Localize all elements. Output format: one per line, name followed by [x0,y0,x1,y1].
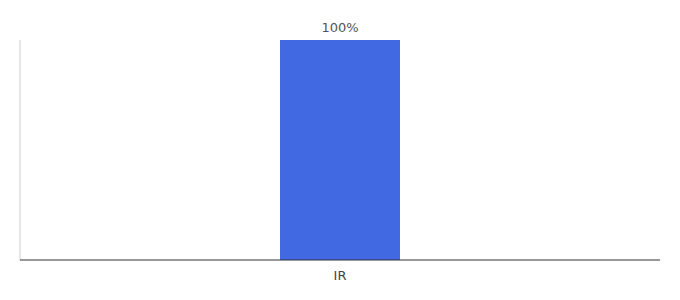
x-axis-line [20,260,660,261]
data-label: 100% [321,20,358,35]
chart-svg: IR 100% [0,0,680,300]
bar [280,40,400,260]
x-tick-label: IR [334,268,347,283]
y-axis-line [20,40,21,260]
bars [280,40,400,260]
chart-container: IR 100% [0,0,680,300]
